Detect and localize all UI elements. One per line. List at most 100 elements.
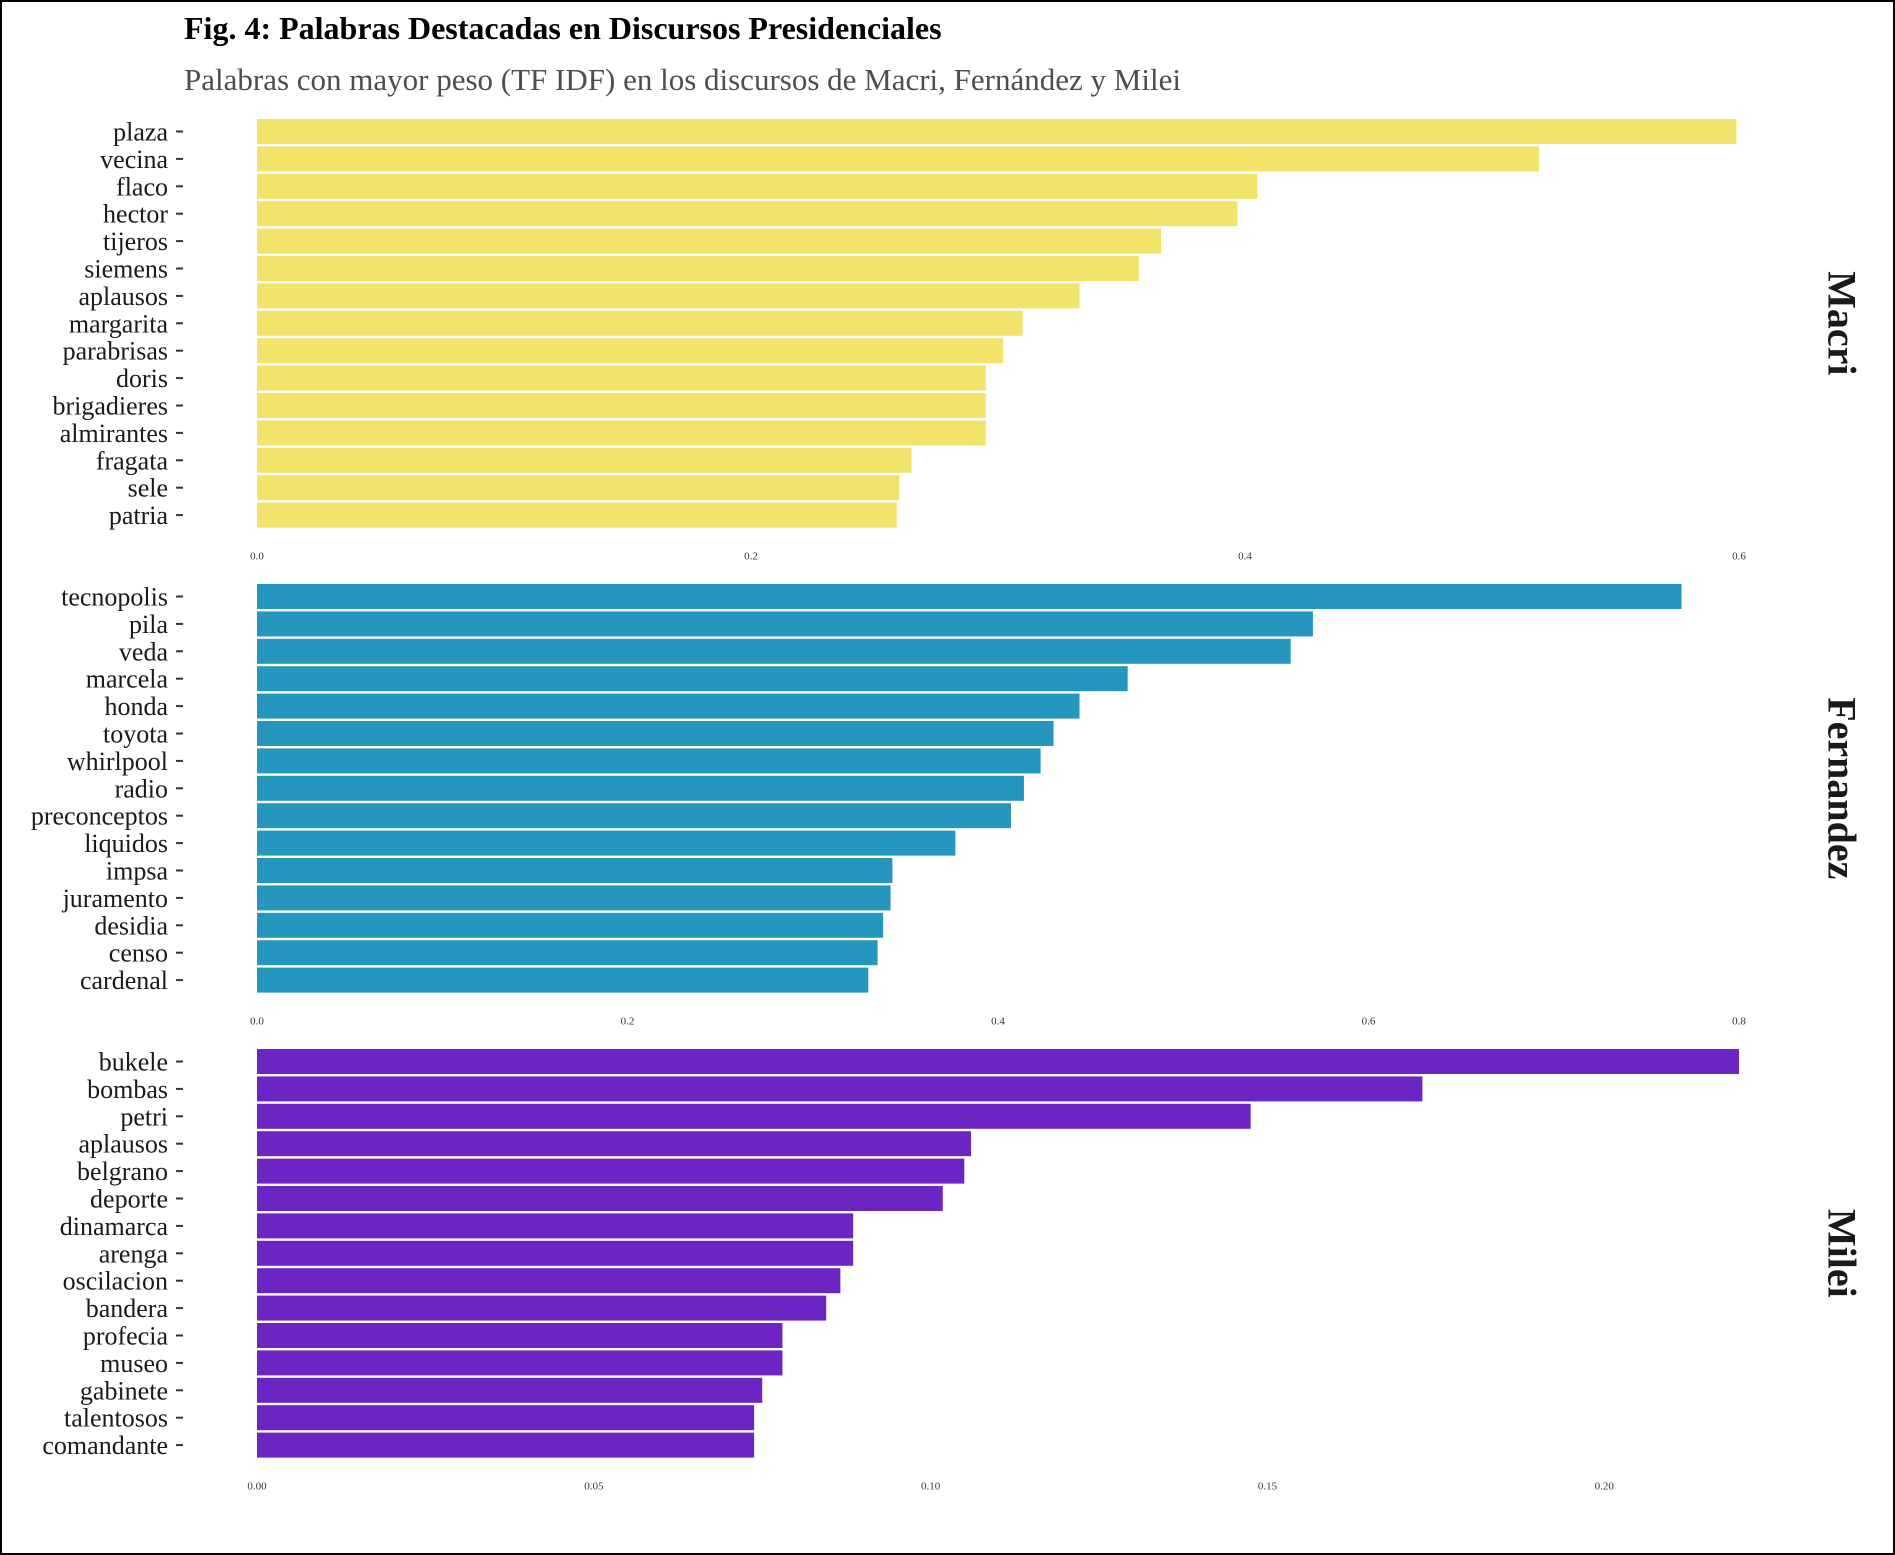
category-label: honda — [104, 692, 168, 721]
bar — [257, 1432, 755, 1458]
category-label: belgrano — [77, 1157, 168, 1186]
x-tick-label: 0.6 — [1732, 551, 1746, 563]
bar — [257, 912, 884, 938]
bar — [257, 201, 1238, 227]
category-label: arenga — [99, 1239, 169, 1268]
bar — [257, 146, 1539, 172]
bar — [257, 1240, 854, 1266]
category-label: margarita — [69, 309, 169, 338]
bar — [257, 885, 891, 911]
bar — [257, 1131, 972, 1157]
category-label: petri — [120, 1102, 168, 1131]
bar — [257, 967, 869, 993]
bar — [257, 475, 900, 501]
x-tick-label: 0.4 — [1238, 551, 1252, 563]
category-label: siemens — [84, 255, 168, 284]
bar — [257, 1295, 827, 1321]
category-label: desidia — [94, 911, 168, 940]
category-label: pila — [129, 610, 168, 639]
bar — [257, 1049, 1739, 1074]
category-label: patria — [109, 501, 169, 530]
bar — [257, 228, 1162, 254]
bar — [257, 119, 1737, 144]
bar — [257, 1268, 841, 1294]
category-label: toyota — [103, 720, 168, 749]
category-label: deporte — [90, 1185, 168, 1214]
category-label: marcela — [86, 665, 169, 694]
bar — [257, 365, 986, 391]
facet-label: Fernandez — [1820, 697, 1865, 879]
bar — [257, 447, 912, 473]
category-label: veda — [119, 637, 169, 666]
category-label: sele — [128, 474, 168, 503]
category-label: doris — [116, 364, 168, 393]
bar — [257, 173, 1258, 199]
bar — [257, 830, 956, 856]
category-label: hector — [103, 200, 168, 229]
x-tick-label: 0.00 — [247, 1481, 267, 1493]
category-label: radio — [115, 774, 168, 803]
bar — [257, 310, 1023, 336]
x-tick-label: 0.05 — [584, 1481, 604, 1493]
figure-subtitle: Palabras con mayor peso (TF IDF) en los … — [184, 62, 1181, 97]
category-label: parabrisas — [63, 337, 168, 366]
category-label: bandera — [86, 1294, 169, 1323]
x-tick-label: 0.15 — [1258, 1481, 1278, 1493]
category-label: liquidos — [84, 829, 168, 858]
category-label: bukele — [99, 1048, 168, 1077]
x-tick-label: 0.0 — [250, 1016, 264, 1028]
category-label: tijeros — [103, 227, 168, 256]
facet-label: Milei — [1820, 1209, 1865, 1298]
bar — [257, 420, 986, 446]
category-label: juramento — [62, 884, 168, 913]
x-tick-label: 0.4 — [991, 1016, 1005, 1028]
x-tick-label: 0.20 — [1595, 1481, 1615, 1493]
x-tick-label: 0.8 — [1732, 1016, 1746, 1028]
bar — [257, 748, 1041, 774]
category-label: gabinete — [80, 1376, 168, 1405]
category-label: impsa — [106, 857, 169, 886]
bar — [257, 1405, 755, 1431]
x-tick-label: 0.2 — [744, 551, 758, 563]
bar — [257, 803, 1011, 829]
bar — [257, 1158, 965, 1184]
category-label: cardenal — [80, 966, 168, 995]
category-label: almirantes — [60, 419, 168, 448]
bar — [257, 1186, 943, 1211]
category-label: aplausos — [78, 1130, 168, 1159]
bar — [257, 721, 1054, 746]
bar — [257, 611, 1313, 637]
category-label: dinamarca — [60, 1212, 169, 1241]
bar — [257, 1323, 783, 1348]
bar — [257, 1350, 783, 1376]
bar — [257, 256, 1139, 281]
category-label: bombas — [87, 1075, 168, 1104]
bar — [257, 775, 1024, 801]
category-label: censo — [109, 939, 168, 968]
bar — [257, 584, 1682, 609]
bar — [257, 283, 1080, 309]
bar — [257, 1213, 854, 1239]
x-tick-label: 0.2 — [621, 1016, 635, 1028]
x-tick-label: 0.6 — [1362, 1016, 1376, 1028]
category-label: flaco — [116, 172, 168, 201]
bar — [257, 338, 1003, 364]
x-tick-label: 0.10 — [921, 1481, 941, 1493]
category-label: talentosos — [64, 1404, 168, 1433]
facet-label: Macri — [1820, 271, 1865, 375]
bar — [257, 666, 1128, 692]
category-label: profecia — [83, 1322, 169, 1351]
figure-title: Fig. 4: Palabras Destacadas en Discursos… — [184, 10, 942, 46]
category-label: vecina — [100, 145, 168, 174]
category-label: plaza — [113, 118, 168, 147]
category-label: museo — [100, 1349, 168, 1378]
bar — [257, 502, 897, 528]
category-label: fragata — [96, 446, 169, 475]
category-label: oscilacion — [63, 1267, 168, 1296]
bar — [257, 858, 893, 883]
category-label: preconceptos — [31, 802, 168, 831]
bar — [257, 393, 986, 418]
bar — [257, 638, 1291, 664]
